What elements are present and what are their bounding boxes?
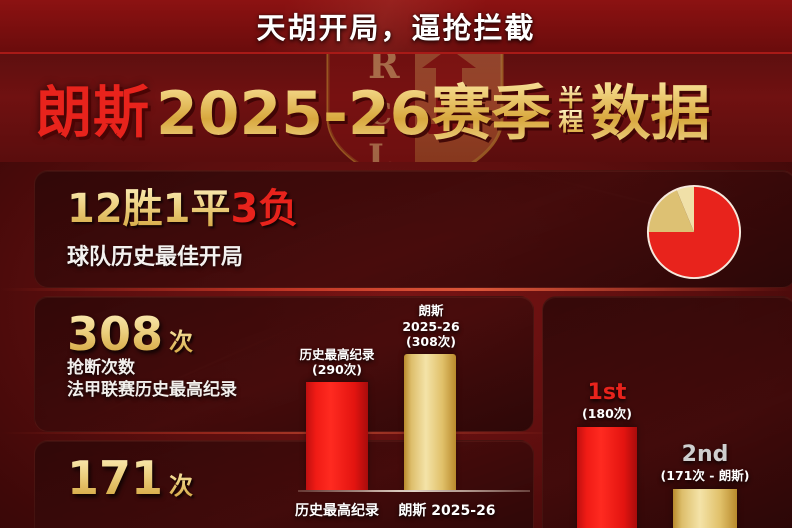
record-losses: 3负 [230, 186, 299, 232]
rank-label-second: 2nd (171次 - 朗斯) [635, 442, 775, 483]
rank-second-count: (171次 - 朗斯) [660, 468, 750, 483]
tackles-bar-historical-label: 历史最高纪录 (290次) [278, 347, 396, 378]
tackles-lens-label-line3: (308次) [405, 334, 457, 350]
tackles-axis-label-historical: 历史最高纪录 [295, 503, 379, 520]
record-text-block: 12胜1平3负 球队历史最佳开局 [67, 189, 298, 271]
rank-label-first: 1st (180次) [549, 380, 665, 421]
record-wins: 12胜1平 [67, 186, 231, 232]
tackles-comparison-chart: 历史最高纪录 (290次) 朗斯 2025-26 (308次) 历史最高纪录 朗… [290, 300, 538, 528]
title-season: 2025-26赛季 [156, 65, 551, 152]
interceptions-unit: 次 [169, 466, 193, 501]
record-subtitle: 球队历史最佳开局 [67, 245, 244, 270]
tackles-number-row: 308 次 [67, 311, 237, 357]
record-pie-chart [645, 183, 743, 281]
tackles-lens-label-line2: 2025-26 [402, 318, 460, 334]
tackles-hist-label-line2: (290次) [311, 362, 363, 378]
banner-title: 天胡开局，逼抢拦截 [256, 11, 536, 45]
title-band: R C L 朗斯 2025-26赛季 半 程 数据 [0, 54, 792, 162]
ranking-chart: 1st (180次) 2nd (171次 - 朗斯) [543, 297, 792, 528]
svg-text:R: R [368, 54, 400, 87]
tackles-chart-baseline [298, 490, 530, 492]
bg-glow-line-1 [0, 288, 792, 291]
title-data-word: 数据 [590, 65, 710, 152]
interceptions-stat-block: 171 次 [67, 455, 193, 501]
record-headline: 12胜1平3负 [67, 189, 298, 229]
record-card: 12胜1平3负 球队历史最佳开局 [34, 170, 792, 288]
tackles-desc-2: 法甲联赛历史最高纪录 [67, 380, 237, 401]
pie-svg [646, 184, 742, 280]
svg-text:C: C [368, 97, 392, 132]
title-stack-top: 半 [558, 82, 584, 112]
tackles-number: 308 [67, 307, 164, 361]
rank-second-position: 2nd [681, 441, 729, 467]
pie-slice-losses [647, 189, 694, 232]
rank-first-count: (180次) [581, 406, 633, 421]
rank-first-position: 1st [587, 379, 627, 405]
ranking-card: 1st (180次) 2nd (171次 - 朗斯) [542, 296, 792, 528]
top-banner: 天胡开局，逼抢拦截 [0, 0, 792, 54]
tackles-bar-historical [306, 382, 368, 490]
tackles-bar-lens [404, 354, 456, 490]
tackles-lens-label-line1: 朗斯 [418, 303, 444, 319]
main-title-row: 朗斯 2025-26赛季 半 程 数据 [0, 54, 792, 162]
tackles-desc-1: 抢断次数 [67, 358, 135, 378]
interceptions-number: 171 [67, 451, 164, 505]
rc-lens-logo-watermark: R C L [326, 54, 504, 162]
svg-text:L: L [368, 137, 392, 162]
tackles-unit: 次 [169, 322, 193, 357]
tackles-axis-label-lens: 朗斯 2025-26 [398, 503, 496, 520]
interceptions-number-row: 171 次 [67, 455, 193, 501]
pie-outline [646, 184, 742, 280]
tackles-bar-lens-label: 朗斯 2025-26 (308次) [376, 303, 486, 350]
rank-bar-second [673, 489, 737, 528]
title-stack-bottom: 程 [558, 107, 584, 136]
pie-slice-draws [676, 185, 694, 232]
title-half-season-stack: 半 程 [558, 82, 583, 135]
rank-bar-first [577, 427, 637, 528]
tackles-hist-label-line1: 历史最高纪录 [299, 346, 375, 362]
title-team: 朗斯 [36, 80, 150, 146]
tackles-stat-block: 308 次 抢断次数 法甲联赛历史最高纪录 [67, 311, 237, 401]
banner-sheen [0, 0, 792, 52]
